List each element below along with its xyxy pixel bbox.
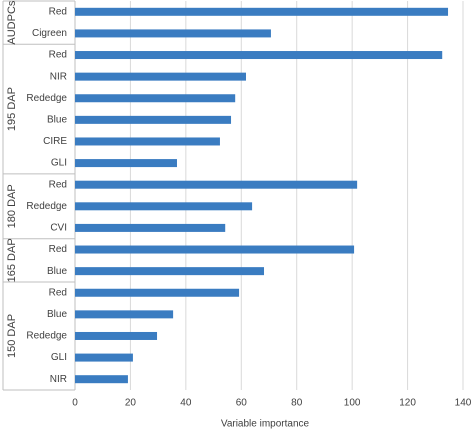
x-axis-title: Variable importance <box>221 419 310 430</box>
bar <box>75 115 232 124</box>
x-tick-label: 140 <box>455 398 472 409</box>
group-label: AUDPCs <box>6 0 18 45</box>
bar <box>75 29 271 38</box>
bar <box>75 94 236 103</box>
bar <box>75 137 220 146</box>
x-tick-label: 0 <box>72 398 78 409</box>
y-tick-label: Cigreen <box>32 28 67 39</box>
x-tick-label: 40 <box>180 398 192 409</box>
y-tick-label: Red <box>49 179 67 190</box>
group-label: 150 DAP <box>6 314 18 358</box>
bar <box>75 180 358 189</box>
bar <box>75 310 174 319</box>
x-tick-label: 100 <box>344 398 361 409</box>
bar <box>75 51 443 60</box>
y-tick-label: Blue <box>47 309 67 320</box>
y-tick-label: Rededge <box>26 331 67 342</box>
bar <box>75 7 449 16</box>
bar <box>75 288 240 297</box>
y-tick-label: Red <box>49 50 67 61</box>
y-tick-label: CVI <box>50 223 67 234</box>
bar <box>75 375 128 384</box>
y-tick-label: CIRE <box>43 136 67 147</box>
y-tick-label: GLI <box>51 352 67 363</box>
y-tick-label: Red <box>49 6 67 17</box>
y-tick-label: Red <box>49 244 67 255</box>
y-tick-label: Rededge <box>26 93 67 104</box>
bar <box>75 331 158 340</box>
bar <box>75 223 226 232</box>
y-tick-label: Blue <box>47 115 67 126</box>
bar <box>75 72 246 81</box>
x-tick-label: 120 <box>399 398 416 409</box>
x-tick-label: 60 <box>236 398 248 409</box>
bar <box>75 202 253 211</box>
bar <box>75 159 177 168</box>
bar <box>75 353 133 362</box>
bar <box>75 267 265 276</box>
y-tick-label: Red <box>49 287 67 298</box>
x-tick-label: 20 <box>125 398 137 409</box>
y-tick-label: Blue <box>47 266 67 277</box>
y-tick-label: NIR <box>50 374 67 385</box>
bar <box>75 245 355 254</box>
group-label: 165 DAP <box>6 238 18 282</box>
y-tick-label: GLI <box>51 158 67 169</box>
x-tick-label: 80 <box>291 398 303 409</box>
group-label: 180 DAP <box>6 184 18 228</box>
y-tick-label: NIR <box>50 71 67 82</box>
y-tick-label: Rededge <box>26 201 67 212</box>
group-label: 195 DAP <box>6 87 18 131</box>
